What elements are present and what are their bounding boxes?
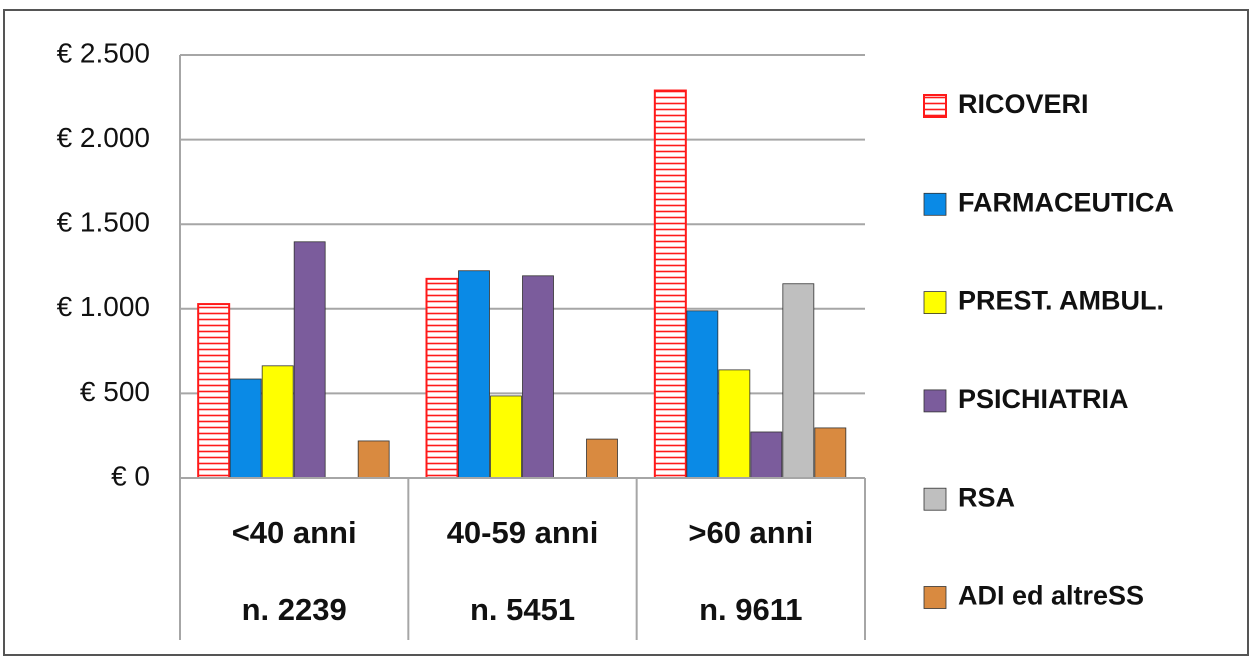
category-count: n. 5451: [470, 592, 575, 627]
legend-label: RSA: [958, 482, 1015, 512]
bar: [261, 365, 294, 479]
bar: [490, 395, 522, 479]
legend-swatch: [923, 291, 947, 315]
legend-swatch: [923, 487, 947, 511]
category-count: n. 9611: [699, 592, 802, 627]
x-tick-label: <40 anni: [232, 515, 357, 550]
bar: [653, 89, 687, 479]
bar: [718, 369, 751, 479]
legend-swatch: [923, 94, 947, 118]
legend-swatch: [923, 586, 947, 609]
x-tick-label: 40-59 anni: [447, 515, 599, 550]
bar: [522, 275, 554, 479]
y-tick-label: € 500: [80, 376, 150, 407]
bar: [814, 427, 847, 479]
y-tick-label: € 1.000: [57, 291, 150, 322]
bar: [293, 241, 326, 479]
bar: [750, 431, 783, 479]
legend-swatch: [923, 192, 947, 216]
y-tick-label: € 0: [111, 460, 150, 491]
bar: [782, 283, 815, 479]
bar: [197, 303, 231, 480]
bar: [458, 270, 490, 479]
legend-swatch: [923, 389, 947, 413]
bar: [229, 378, 262, 479]
y-tick-label: € 2.500: [57, 37, 150, 68]
category-count: n. 2239: [242, 592, 347, 627]
legend-label: FARMACEUTICA: [958, 187, 1174, 217]
legend-label: PREST. AMBUL.: [958, 286, 1164, 316]
bar: [686, 310, 719, 479]
bar: [586, 438, 618, 479]
legend-label: RICOVERI: [958, 89, 1089, 119]
y-tick-label: € 2.000: [57, 122, 150, 153]
bar: [425, 277, 459, 479]
y-tick-label: € 1.500: [57, 207, 150, 238]
x-tick-label: >60 anni: [688, 515, 813, 550]
legend-label: ADI ed altreSS: [958, 581, 1144, 611]
bar: [357, 440, 390, 479]
legend-label: PSICHIATRIA: [958, 384, 1129, 414]
